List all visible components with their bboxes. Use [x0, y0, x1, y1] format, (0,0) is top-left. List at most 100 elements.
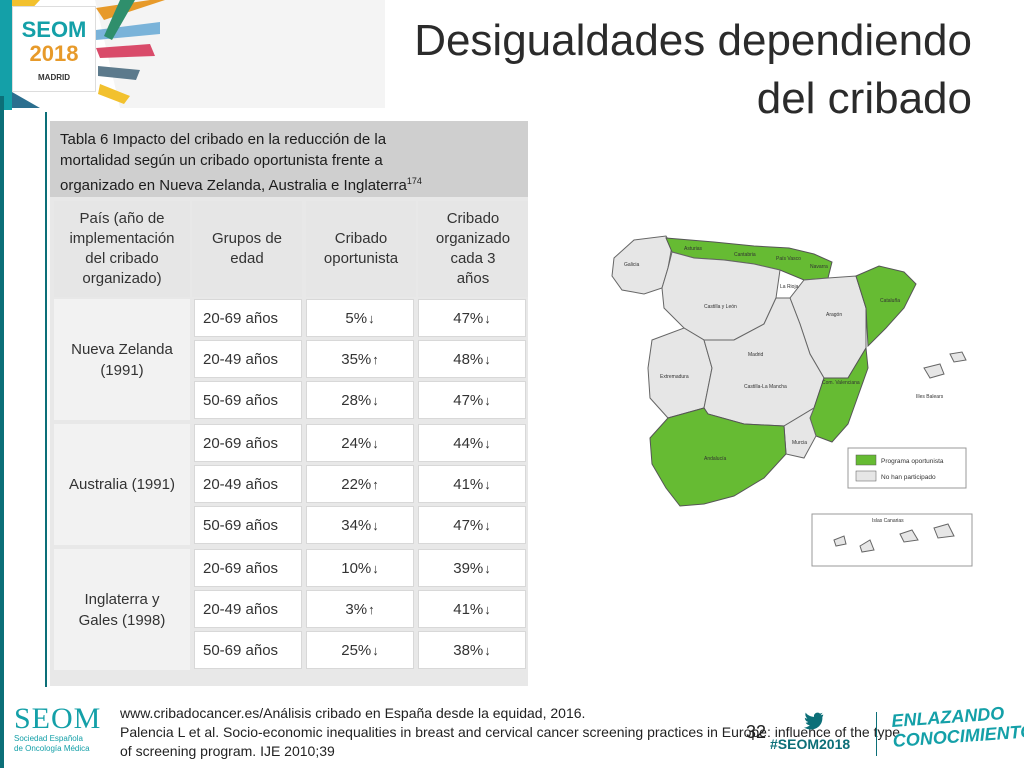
reference-3: of screening program. IJE 2010;39	[120, 743, 335, 759]
footer-logo-brand: SEOM	[14, 702, 102, 735]
region-baleares	[923, 351, 967, 379]
label-cantabria: Cantabria	[734, 252, 756, 258]
age-group-cell: 20-49 años	[194, 340, 302, 378]
arrow-up-icon: ↑	[372, 476, 379, 492]
arrow-down-icon: ↓	[372, 642, 379, 658]
opportunistic-cell: 34% ↓	[306, 506, 414, 544]
age-group-cell: 20-49 años	[194, 590, 302, 628]
country-cell: Australia (1991)	[54, 424, 190, 545]
age-group-cell: 20-69 años	[194, 549, 302, 587]
country-line: Nueva Zelanda	[71, 340, 173, 358]
organized-cell: 39% ↓	[418, 549, 526, 587]
label-cataluna: Cataluña	[880, 298, 900, 304]
age-group-cell-value: 50-69 años	[203, 391, 279, 409]
header-org-line: cada 3	[450, 250, 496, 267]
table-accent-bar	[45, 112, 47, 687]
header-country: País (año de implementación del cribado …	[54, 201, 190, 297]
opportunistic-cell: 10% ↓	[306, 549, 414, 587]
twitter-icon	[804, 712, 824, 730]
organized-cell: 48% ↓	[418, 340, 526, 378]
age-group-cell-value: 20-49 años	[203, 475, 279, 493]
opportunistic-cell: 24% ↓	[306, 424, 414, 462]
legend-swatch-grey	[855, 470, 877, 482]
legend-swatch-green	[855, 454, 877, 466]
header-country-line: País (año de	[79, 210, 165, 227]
organized-cell-value: 48%	[453, 350, 484, 368]
header-country-line: organizado)	[82, 270, 162, 287]
organized-cell: 44% ↓	[418, 424, 526, 462]
hashtag: #SEOM2018	[770, 736, 851, 752]
page-number: 32	[746, 722, 767, 742]
caption-line-2: mortalidad según un cribado oportunista …	[60, 152, 383, 169]
arrow-down-icon: ↓	[372, 517, 379, 533]
age-group-cell: 20-69 años	[194, 424, 302, 462]
age-group-cell-value: 50-69 años	[203, 641, 279, 659]
footer-logo-sub-2: de Oncología Médica	[14, 744, 90, 753]
age-group-cell-value: 20-49 años	[203, 350, 279, 368]
country-line: Australia (1991)	[69, 476, 175, 493]
opportunistic-cell-value: 22%	[341, 475, 372, 493]
header-country-line: del cribado	[85, 250, 159, 267]
caption-line-1: Tabla 6 Impacto del cribado en la reducc…	[60, 131, 387, 148]
country-line: (1991)	[100, 361, 144, 379]
organized-cell-value: 47%	[453, 309, 484, 327]
region-cataluna	[855, 265, 917, 348]
arrow-down-icon: ↓	[484, 560, 491, 576]
arrow-down-icon: ↓	[372, 560, 379, 576]
organized-cell-value: 39%	[453, 559, 484, 577]
arrow-down-icon: ↓	[368, 310, 375, 326]
opportunistic-cell-value: 3%	[345, 600, 368, 618]
label-asturias: Asturias	[684, 246, 703, 252]
label-castilla-mancha: Castilla-La Mancha	[744, 384, 787, 390]
left-accent-bar	[0, 96, 4, 768]
opportunistic-cell: 3% ↑	[306, 590, 414, 628]
country-cell: Inglaterra y Gales (1998)	[54, 549, 190, 670]
organized-cell-value: 41%	[453, 600, 484, 618]
header-decoration	[0, 0, 385, 110]
arrow-down-icon: ↓	[484, 517, 491, 533]
opportunistic-cell-value: 28%	[341, 391, 372, 409]
region-extremadura	[647, 327, 713, 419]
arrow-down-icon: ↓	[372, 392, 379, 408]
organized-cell: 47% ↓	[418, 299, 526, 337]
opportunistic-cell: 25% ↓	[306, 631, 414, 669]
opportunistic-cell: 28% ↓	[306, 381, 414, 419]
label-murcia: Murcia	[792, 440, 807, 446]
seom-2018-logo: SEOM 2018 MADRID	[12, 6, 96, 92]
country-line: Gales (1998)	[78, 611, 166, 629]
reference-2: Palencia L et al. Socio-economic inequal…	[120, 724, 901, 740]
arrow-down-icon: ↓	[484, 476, 491, 492]
opportunistic-cell-value: 5%	[345, 309, 368, 327]
country-cell: Nueva Zelanda (1991)	[54, 299, 190, 420]
logo-city: MADRID	[38, 73, 70, 82]
label-la-rioja: La Rioja	[780, 284, 799, 290]
legend-box	[847, 447, 967, 489]
header-country-line: implementación	[69, 230, 175, 247]
organized-cell: 38% ↓	[418, 631, 526, 669]
organized-cell-value: 44%	[453, 434, 484, 452]
opportunistic-cell-value: 24%	[341, 434, 372, 452]
label-andalucia: Andalucía	[704, 456, 726, 462]
header-age: Grupos de edad	[192, 201, 302, 297]
organized-cell: 41% ↓	[418, 590, 526, 628]
age-group-cell: 50-69 años	[194, 381, 302, 419]
label-valencia: Com. Valenciana	[822, 380, 860, 386]
header-opp-line: Cribado	[334, 230, 388, 247]
title-line-1: Desigualdades dependiendo	[414, 16, 972, 65]
opportunistic-cell: 5% ↓	[306, 299, 414, 337]
logo-year: 2018	[29, 41, 79, 66]
organized-cell: 47% ↓	[418, 381, 526, 419]
footer-logo-sub-1: Sociedad Española	[14, 734, 83, 743]
header-opp-line: oportunista	[323, 250, 399, 267]
arrow-down-icon: ↓	[372, 435, 379, 451]
region-andalucia	[649, 407, 787, 507]
header-org-line: organizado	[435, 230, 511, 247]
opportunistic-cell-value: 34%	[341, 516, 372, 534]
organized-cell: 47% ↓	[418, 506, 526, 544]
arrow-down-icon: ↓	[484, 601, 491, 617]
arrow-down-icon: ↓	[484, 351, 491, 367]
region-canarias	[833, 523, 955, 553]
header-org-line: Cribado	[446, 210, 500, 227]
header-organized: Cribado organizado cada 3 años	[418, 201, 528, 297]
caption-line-3: organizado en Nueva Zelanda, Australia e…	[60, 171, 518, 196]
